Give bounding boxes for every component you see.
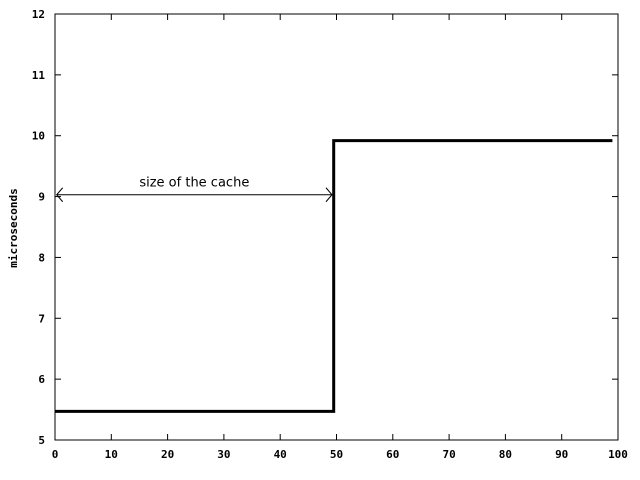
- x-tick-label: 40: [274, 448, 287, 461]
- series-layer: [55, 139, 613, 413]
- annotation-arrowhead-right: [325, 187, 333, 203]
- y-tick-label: 7: [38, 312, 45, 325]
- x-tick-label: 0: [52, 448, 59, 461]
- y-tick-label: 5: [38, 434, 45, 447]
- x-axis: 0 10 20 30 40 50 60 70 80 90 100: [52, 14, 628, 461]
- y-axis: 5 6 7 8 9 10 11 12: [32, 8, 618, 447]
- x-tick-label: 30: [217, 448, 230, 461]
- y-tick-label: 8: [38, 251, 45, 264]
- x-tick-label: 10: [105, 448, 118, 461]
- annotation-layer: size of the cache: [56, 176, 333, 203]
- x-tick-label: 90: [555, 448, 568, 461]
- y-tick-label: 11: [32, 69, 46, 82]
- x-tick-label: 50: [330, 448, 343, 461]
- x-tick-label: 70: [442, 448, 455, 461]
- y-tick-label: 9: [38, 191, 45, 204]
- annotation-arrowhead-left: [56, 187, 64, 203]
- x-tick-label: 80: [499, 448, 512, 461]
- y-tick-label: 12: [32, 8, 45, 21]
- series-line: [55, 139, 613, 413]
- y-tick-label: 10: [32, 130, 45, 143]
- x-tick-label: 100: [608, 448, 628, 461]
- x-tick-label: 20: [161, 448, 174, 461]
- y-axis-label: microseconds: [7, 188, 20, 267]
- plot-frame: [54, 13, 619, 441]
- x-tick-label: 60: [386, 448, 399, 461]
- annotation-label: size of the cache: [139, 176, 249, 191]
- y-tick-label: 6: [38, 373, 45, 386]
